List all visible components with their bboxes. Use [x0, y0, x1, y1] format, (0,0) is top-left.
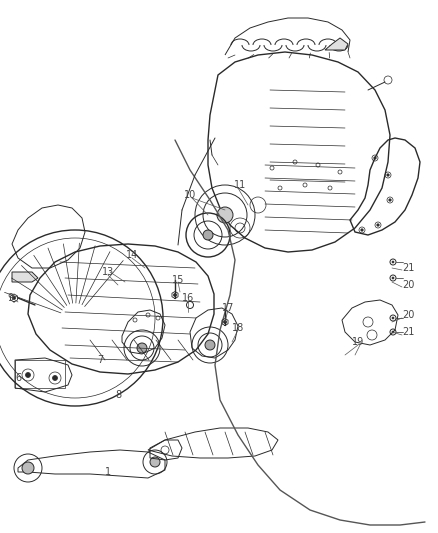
Text: 8: 8 — [115, 390, 121, 400]
Circle shape — [173, 294, 177, 296]
Circle shape — [150, 457, 160, 467]
Polygon shape — [12, 272, 38, 282]
Circle shape — [392, 277, 394, 279]
Text: 20: 20 — [402, 280, 414, 290]
Circle shape — [387, 174, 389, 176]
Text: 1: 1 — [105, 467, 111, 477]
Text: 17: 17 — [222, 303, 234, 313]
Text: 21: 21 — [402, 327, 414, 337]
Circle shape — [217, 207, 233, 223]
Circle shape — [392, 331, 394, 333]
Circle shape — [205, 340, 215, 350]
Text: 18: 18 — [232, 323, 244, 333]
Circle shape — [25, 373, 31, 377]
Circle shape — [389, 199, 391, 201]
Polygon shape — [325, 38, 348, 50]
Circle shape — [13, 296, 15, 300]
Circle shape — [203, 230, 213, 240]
Text: 20: 20 — [402, 310, 414, 320]
Circle shape — [377, 224, 379, 226]
Text: 16: 16 — [182, 293, 194, 303]
Text: 13: 13 — [102, 267, 114, 277]
Circle shape — [137, 343, 147, 353]
Circle shape — [392, 317, 394, 319]
Text: 7: 7 — [97, 355, 103, 365]
Text: 15: 15 — [172, 275, 184, 285]
Text: 19: 19 — [352, 337, 364, 347]
Circle shape — [53, 376, 57, 381]
Text: 10: 10 — [184, 190, 196, 200]
Circle shape — [392, 261, 394, 263]
Text: 14: 14 — [126, 250, 138, 260]
Circle shape — [361, 229, 363, 231]
Text: 9: 9 — [7, 293, 13, 303]
Text: 6: 6 — [15, 373, 21, 383]
Circle shape — [223, 320, 226, 324]
Circle shape — [374, 157, 376, 159]
Text: 21: 21 — [402, 263, 414, 273]
Circle shape — [22, 462, 34, 474]
Text: 11: 11 — [234, 180, 246, 190]
